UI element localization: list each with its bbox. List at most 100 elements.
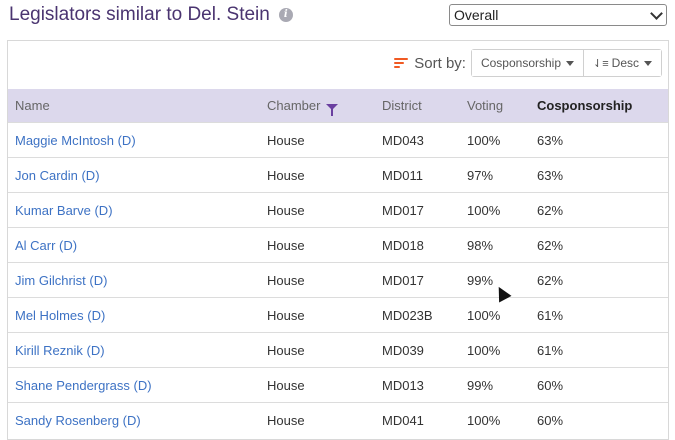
cosponsorship-cell: 62%: [537, 237, 564, 253]
legislator-name-link[interactable]: Kirill Reznik (D): [15, 342, 105, 358]
table-header-row: Name Chamber District Voting Cosponsorsh…: [8, 89, 668, 123]
voting-cell: 100%: [467, 122, 537, 158]
sort-field-button[interactable]: Cosponsorship: [471, 50, 584, 76]
voting-cell: 100%: [467, 297, 537, 333]
legislator-name-link[interactable]: Shane Pendergrass (D): [15, 377, 152, 393]
cosponsorship-cell: 60%: [537, 402, 668, 437]
sort-order-button[interactable]: ⇃≡ Desc: [583, 50, 661, 76]
district-cell: MD039: [382, 332, 467, 368]
sort-descending-icon: ⇃≡: [593, 57, 609, 70]
chamber-cell: House: [267, 367, 382, 403]
chamber-cell: House: [267, 332, 382, 368]
legislators-table: Name Chamber District Voting Cosponsorsh…: [8, 89, 668, 437]
table-row[interactable]: Kirill Reznik (D) House MD039 100% 61%: [8, 332, 668, 368]
table-row[interactable]: Jim Gilchrist (D) House MD017 99% 62%: [8, 262, 668, 298]
voting-cell: 99%: [467, 367, 537, 403]
column-header-chamber[interactable]: Chamber: [267, 89, 382, 123]
legislator-name-cell: Kumar Barve (D): [8, 192, 267, 228]
legislator-name-cell: Maggie McIntosh (D): [8, 122, 267, 158]
cosponsorship-cell: 60%: [537, 412, 564, 428]
legislator-name-cell: Jon Cardin (D): [8, 157, 267, 193]
table-row[interactable]: Sandy Rosenberg (D) House MD041 100% 60%: [8, 402, 668, 437]
table-row[interactable]: Maggie McIntosh (D) House MD043 100% 63%: [8, 122, 668, 158]
sort-bar: Sort by: Cosponsorship ⇃≡ Desc: [394, 49, 662, 77]
district-cell: MD023B: [382, 307, 433, 323]
legislator-name-link[interactable]: Jon Cardin (D): [15, 167, 100, 183]
chamber-cell: House: [267, 402, 382, 437]
legislator-name-link[interactable]: Al Carr (D): [15, 237, 78, 253]
caret-down-icon: [644, 60, 652, 66]
table-row[interactable]: Shane Pendergrass (D) House MD013 99% 60%: [8, 367, 668, 403]
legislator-name-link[interactable]: Jim Gilchrist (D): [15, 272, 108, 288]
view-select[interactable]: Overall: [449, 4, 667, 26]
chamber-cell: House: [267, 132, 305, 148]
cosponsorship-cell: 62%: [537, 272, 564, 288]
column-header-district[interactable]: District: [382, 89, 467, 123]
sort-label: Sort by:: [414, 54, 466, 72]
table-row[interactable]: Kumar Barve (D) House MD017 100% 62%: [8, 192, 668, 228]
district-cell: MD011: [382, 167, 423, 183]
table-row[interactable]: Jon Cardin (D) House MD011 97% 63%: [8, 157, 668, 193]
chamber-cell: House: [267, 307, 305, 323]
legislator-name-link[interactable]: Maggie McIntosh (D): [15, 132, 136, 148]
page-title-wrap: Legislators similar to Del. Stein i: [9, 4, 293, 26]
page-title: Legislators similar to Del. Stein: [9, 4, 270, 25]
voting-cell: 100%: [467, 332, 537, 368]
voting-cell: 100%: [467, 342, 501, 358]
column-header-chamber-label: Chamber: [267, 98, 321, 113]
table-row[interactable]: Al Carr (D) House MD018 98% 62%: [8, 227, 668, 263]
chamber-cell: House: [267, 122, 382, 158]
cosponsorship-cell: 61%: [537, 342, 564, 358]
legislator-name-link[interactable]: Sandy Rosenberg (D): [15, 412, 141, 428]
voting-cell: 100%: [467, 202, 501, 218]
legislator-name-cell: Al Carr (D): [8, 227, 267, 263]
chamber-cell: House: [267, 342, 305, 358]
voting-cell: 99%: [467, 272, 494, 288]
info-icon[interactable]: i: [278, 8, 293, 22]
legislator-name-cell: Kirill Reznik (D): [8, 332, 267, 368]
filter-icon[interactable]: [326, 103, 339, 116]
district-cell: MD017: [382, 202, 424, 218]
column-header-name[interactable]: Name: [8, 89, 267, 123]
chamber-cell: House: [267, 272, 305, 288]
chamber-cell: House: [267, 227, 382, 263]
district-cell: MD018: [382, 237, 424, 253]
voting-cell: 100%: [467, 402, 537, 437]
voting-cell: 100%: [467, 412, 501, 428]
table-row[interactable]: Mel Holmes (D) House MD023B 100% 61%: [8, 297, 668, 333]
voting-cell: 98%: [467, 237, 494, 253]
district-cell: MD017: [382, 272, 424, 288]
legislator-name-link[interactable]: Kumar Barve (D): [15, 202, 113, 218]
cosponsorship-cell: 61%: [537, 297, 668, 333]
view-select-value: Overall: [454, 7, 499, 23]
sort-icon: [394, 58, 409, 68]
district-cell: MD017: [382, 192, 467, 228]
sort-order-label: Desc: [611, 56, 639, 70]
district-cell: MD041: [382, 412, 424, 428]
district-cell: MD023B: [382, 297, 467, 333]
chamber-cell: House: [267, 167, 305, 183]
chamber-cell: House: [267, 202, 305, 218]
voting-cell: 97%: [467, 167, 494, 183]
legislator-name-link[interactable]: Mel Holmes (D): [15, 307, 106, 323]
chevron-down-icon: [650, 7, 663, 20]
column-header-cosponsorship[interactable]: Cosponsorship: [537, 89, 668, 123]
district-cell: MD013: [382, 367, 467, 403]
voting-cell: 100%: [467, 192, 537, 228]
cosponsorship-cell: 60%: [537, 367, 668, 403]
chamber-cell: House: [267, 192, 382, 228]
voting-cell: 99%: [467, 377, 494, 393]
column-header-voting[interactable]: Voting: [467, 89, 537, 123]
chamber-cell: House: [267, 412, 305, 428]
district-cell: MD017: [382, 262, 467, 298]
similar-legislators-panel: Sort by: Cosponsorship ⇃≡ Desc Name Cham…: [7, 40, 669, 440]
voting-cell: 100%: [467, 132, 501, 148]
district-cell: MD041: [382, 402, 467, 437]
voting-cell: 99%: [467, 262, 537, 298]
voting-cell: 100%: [467, 307, 501, 323]
cosponsorship-cell: 62%: [537, 192, 668, 228]
cosponsorship-cell: 61%: [537, 307, 564, 323]
chamber-cell: House: [267, 377, 305, 393]
cosponsorship-cell: 63%: [537, 157, 668, 193]
legislator-name-cell: Sandy Rosenberg (D): [8, 402, 267, 437]
